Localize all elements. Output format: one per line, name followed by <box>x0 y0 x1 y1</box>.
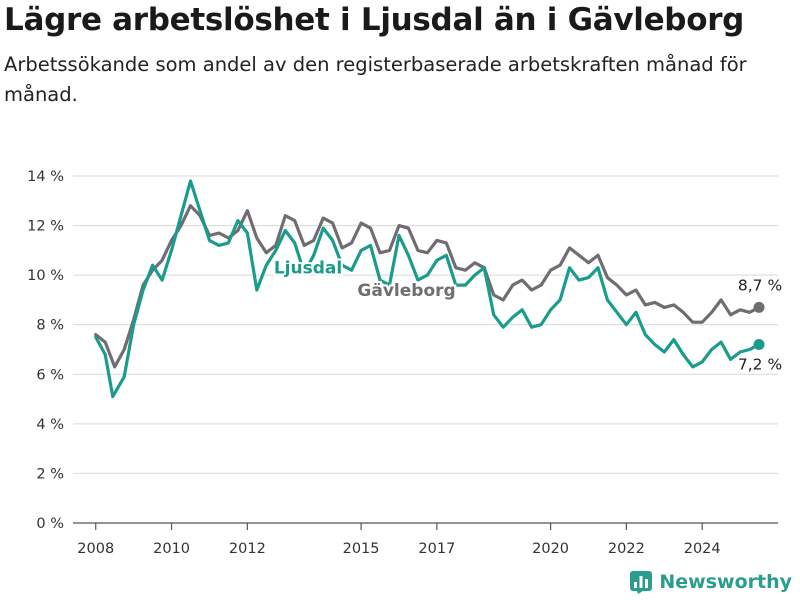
grid-lines <box>73 175 778 524</box>
brand-name: Newsworthy <box>659 571 792 593</box>
x-tick-label: 2012 <box>229 541 266 557</box>
x-tick-label: 2015 <box>343 541 380 557</box>
x-tick-label: 2020 <box>532 541 569 557</box>
chart-title: Lägre arbetslöshet i Ljusdal än i Gävleb… <box>4 2 745 38</box>
series-label-g-vleborg: Gävleborg <box>357 281 455 301</box>
series-lines <box>94 179 765 399</box>
bar-chart-logo-icon <box>630 571 653 594</box>
x-tick-label: 2008 <box>77 541 114 557</box>
x-tick-label: 2017 <box>418 541 455 557</box>
y-tick-label: 8 % <box>36 318 64 334</box>
end-value-label-g-vleborg: 8,7 % <box>738 276 782 294</box>
y-tick-label: 4 % <box>36 417 64 433</box>
y-axis-labels: 0 % 2 % 4 % 6 % 8 % 10 % 12 % 14 % <box>27 169 64 532</box>
y-tick-label: 2 % <box>36 466 64 482</box>
x-axis: 2008 2010 2012 2015 2017 2020 2022 2024 <box>77 523 721 557</box>
series-endpoint-ljusdal <box>753 339 765 351</box>
series-labels: Gävleborg 8,7 % Ljusdal 7,2 % <box>272 257 784 375</box>
y-tick-label: 14 % <box>27 169 64 185</box>
series-label-ljusdal: Ljusdal <box>274 259 342 279</box>
y-tick-label: 6 % <box>36 367 64 383</box>
x-tick-label: 2024 <box>684 541 721 557</box>
x-tick-label: 2010 <box>153 541 190 557</box>
series-endpoint-g-vleborg <box>753 301 765 313</box>
y-tick-label: 10 % <box>27 268 64 284</box>
newsworthy-brand[interactable]: Newsworthy <box>629 570 792 594</box>
end-value-label-ljusdal: 7,2 % <box>738 356 782 374</box>
chart-subtitle: Arbetssökande som andel av den registerb… <box>4 53 747 106</box>
series-line-ljusdal <box>94 179 761 399</box>
x-tick-label: 2022 <box>608 541 645 557</box>
y-tick-label: 12 % <box>27 219 64 235</box>
y-tick-label: 0 % <box>36 516 64 532</box>
